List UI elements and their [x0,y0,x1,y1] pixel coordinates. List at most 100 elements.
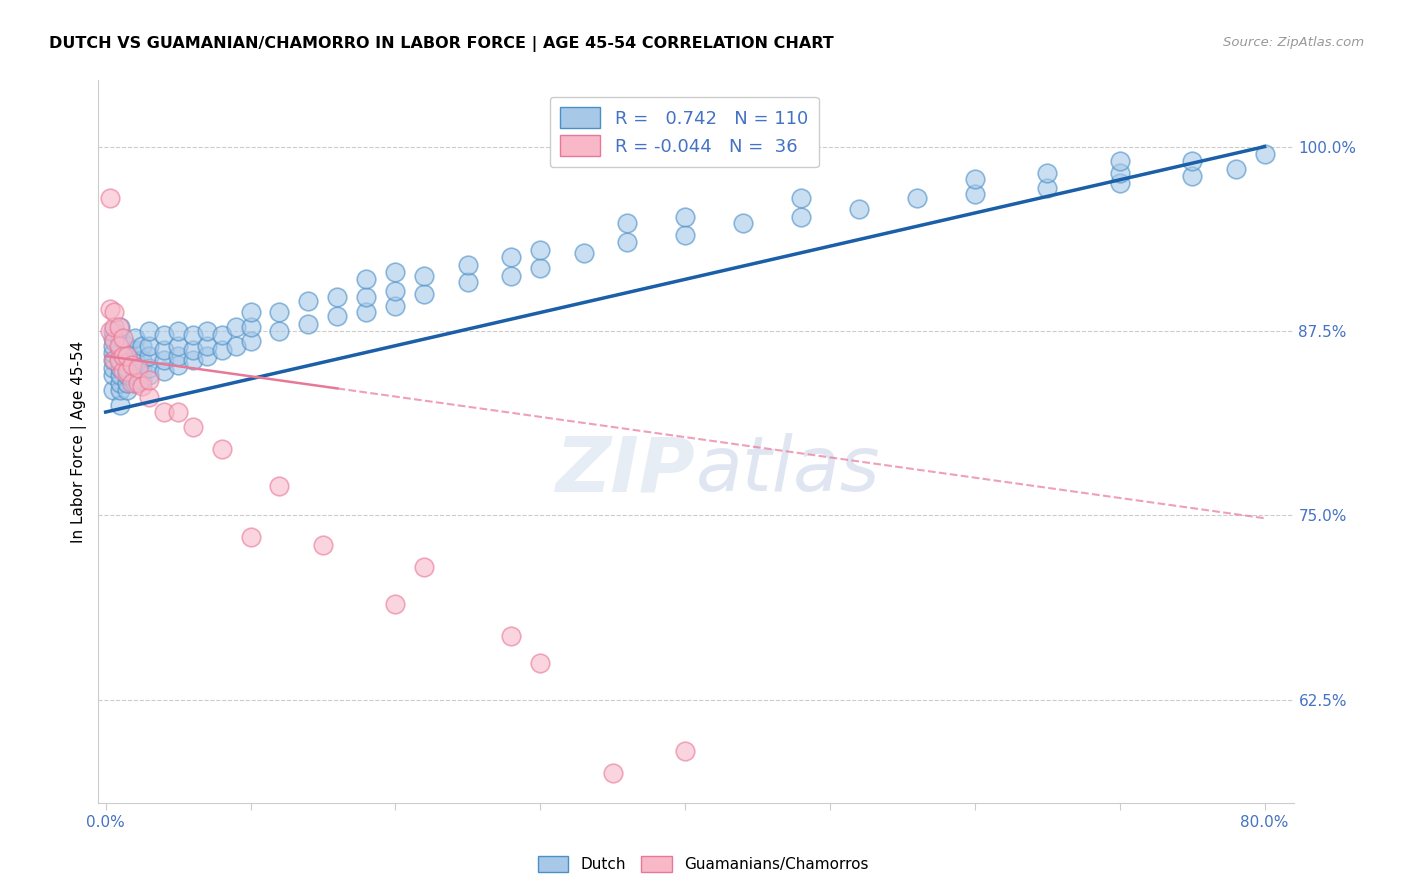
Point [384,284,406,298]
Point [1225,161,1247,176]
Point [529,243,551,257]
Point [117,360,139,375]
Point [108,319,131,334]
Point [356,305,378,319]
Legend: R =   0.742   N = 110, R = -0.044   N =  36: R = 0.742 N = 110, R = -0.044 N = 36 [550,96,818,167]
Point [529,260,551,275]
Point [181,353,204,368]
Point [152,364,174,378]
Point [413,560,436,574]
Point [501,269,523,284]
Point [152,343,174,358]
Point [195,339,218,353]
Point [138,360,160,375]
Text: atlas: atlas [696,434,880,508]
Point [108,339,131,353]
Point [117,349,139,363]
Text: Source: ZipAtlas.com: Source: ZipAtlas.com [1223,36,1364,49]
Point [107,339,129,353]
Point [1253,147,1275,161]
Point [269,479,291,493]
Point [131,353,153,368]
Point [673,744,696,758]
Point [167,324,190,338]
Point [108,383,131,397]
Point [501,629,523,643]
Point [127,376,149,390]
Point [124,368,146,383]
Point [124,353,146,368]
Point [152,353,174,368]
Point [152,405,174,419]
Point [117,383,139,397]
Point [124,360,146,375]
Point [326,309,349,323]
Point [457,275,479,289]
Point [103,334,125,349]
Point [131,373,153,387]
Point [384,597,406,611]
Point [790,211,813,225]
Point [297,294,319,309]
Point [239,334,262,349]
Point [131,378,153,392]
Point [167,349,190,363]
Point [101,331,124,345]
Point [98,324,121,338]
Point [239,530,262,544]
Point [167,358,190,372]
Point [108,398,131,412]
Point [384,299,406,313]
Point [673,211,696,225]
Point [103,353,125,368]
Point [108,368,131,383]
Point [673,228,696,243]
Point [101,383,124,397]
Point [1036,166,1059,180]
Point [1036,181,1059,195]
Point [131,364,153,378]
Point [356,290,378,304]
Point [101,346,124,360]
Point [356,272,378,286]
Point [457,258,479,272]
Point [225,319,247,334]
Point [905,191,928,205]
Point [98,191,121,205]
Point [269,324,291,338]
Point [138,390,160,404]
Point [326,290,349,304]
Point [138,373,160,387]
Point [225,339,247,353]
Point [963,186,986,201]
Point [98,301,121,316]
Point [101,324,124,338]
Point [413,287,436,301]
Point [117,376,139,390]
Point [529,656,551,670]
Point [152,328,174,343]
Point [112,331,135,345]
Text: DUTCH VS GUAMANIAN/CHAMORRO IN LABOR FORCE | AGE 45-54 CORRELATION CHART: DUTCH VS GUAMANIAN/CHAMORRO IN LABOR FOR… [49,36,834,52]
Point [124,343,146,358]
Point [108,346,131,360]
Point [121,376,143,390]
Point [413,269,436,284]
Point [616,216,638,230]
Y-axis label: In Labor Force | Age 45-54: In Labor Force | Age 45-54 [72,341,87,542]
Legend: Dutch, Guamanians/Chamorros: Dutch, Guamanians/Chamorros [530,848,876,880]
Point [101,339,124,353]
Point [848,202,870,216]
Point [195,324,218,338]
Point [117,339,139,353]
Point [211,343,233,358]
Point [124,376,146,390]
Point [602,766,624,780]
Point [297,317,319,331]
Point [1108,177,1130,191]
Point [127,360,149,375]
Point [101,368,124,383]
Point [103,305,125,319]
Point [731,216,754,230]
Point [131,339,153,353]
